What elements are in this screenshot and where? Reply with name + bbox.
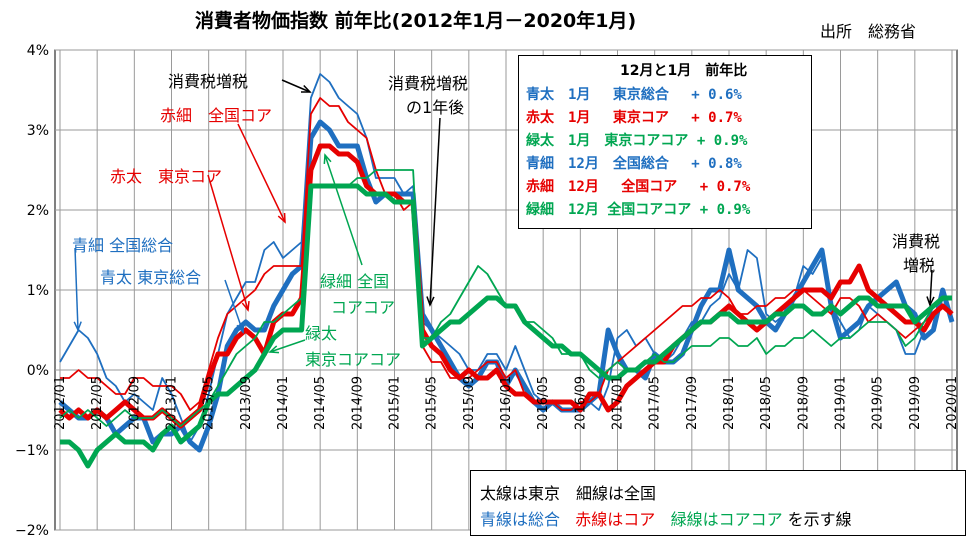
series-line-5 xyxy=(60,183,952,469)
annotation-arrow xyxy=(269,339,306,353)
note-box xyxy=(470,470,966,536)
annotation-arrowhead xyxy=(277,212,286,224)
x-tick-label: 2016/01 xyxy=(499,376,514,430)
label-green-thick-1: 緑太 xyxy=(305,324,338,343)
label-green-thin-1: 緑細 全国 xyxy=(320,272,390,291)
annotation-arrowhead xyxy=(926,296,935,307)
x-tick-label: 2019/01 xyxy=(834,376,849,430)
y-tick-label: 0% xyxy=(27,363,49,379)
legend-title: 12月と1月 前年比 xyxy=(620,63,748,79)
x-tick-label: 2013/05 xyxy=(202,376,217,430)
annotation-year-after-1: 消費税増税 xyxy=(388,74,469,93)
annotation-arrow xyxy=(429,117,441,306)
annotation-arrow xyxy=(929,269,933,306)
chart-title: 消費者物価指数 前年比(2012年1月－2020年1月) xyxy=(195,10,637,32)
x-tick-label: 2016/05 xyxy=(536,376,551,430)
legend-row: 赤細 12月 全国コア + 0.7% xyxy=(526,179,751,195)
annotation-arrow xyxy=(74,247,79,331)
annotation-2019-tax-1: 消費税 xyxy=(892,232,941,251)
x-tick-label: 2014/05 xyxy=(313,376,328,430)
annotation-arrow xyxy=(237,123,286,223)
x-tick-label: 2015/09 xyxy=(462,376,477,430)
x-tick-label: 2018/09 xyxy=(796,376,811,430)
annotation-2019-tax-2: 増税 xyxy=(903,256,936,275)
note-tail: を示す線 xyxy=(787,510,852,529)
annotation-arrowhead xyxy=(241,300,250,312)
annotation-arrow xyxy=(324,154,363,266)
legend-row: 青細 12月 全国総合 + 0.8% xyxy=(526,156,742,172)
legend-row: 緑太 1月 東京コアコア + 0.9% xyxy=(526,133,748,149)
source-label: 出所 総務省 xyxy=(820,22,917,41)
y-tick-label: 4% xyxy=(27,43,49,59)
x-tick-label: 2017/05 xyxy=(648,376,663,430)
annotation-arrow xyxy=(281,79,311,93)
x-tick-label: 2018/05 xyxy=(759,376,774,430)
x-tick-label: 2013/09 xyxy=(239,376,254,430)
x-axis-ticks: 2012/01 2012/05 2012/09 2013/01 2013/05 2013/… xyxy=(53,376,960,430)
note-red: 赤線はコア xyxy=(575,510,656,529)
x-tick-label: 2016/09 xyxy=(573,376,588,430)
series-lines xyxy=(58,73,955,469)
annotation-arrowhead xyxy=(268,345,280,354)
y-tick-label: 3% xyxy=(27,123,49,139)
note-line-1: 太線は東京 細線は全国 xyxy=(480,484,657,503)
annotation-arrowhead xyxy=(323,153,332,165)
y-tick-label: −1% xyxy=(15,443,49,459)
x-tick-label: 2019/05 xyxy=(871,376,886,430)
x-tick-label: 2015/01 xyxy=(388,376,403,430)
y-tick-label: −2% xyxy=(15,523,49,539)
legend-row: 青太 1月 東京総合 + 0.6% xyxy=(526,87,742,103)
note-blue: 青線は総合 xyxy=(480,510,561,529)
x-tick-label: 2014/01 xyxy=(276,376,291,430)
x-tick-label: 2018/01 xyxy=(722,376,737,430)
label-green-thick-2: 東京コアコア xyxy=(305,350,402,369)
note-green: 緑線はコアコア xyxy=(670,510,783,529)
series-line-0 xyxy=(59,73,953,443)
annotation-tax-hike: 消費税増税 xyxy=(168,72,249,91)
annotation-arrow xyxy=(207,174,249,311)
annotation-arrowhead xyxy=(426,296,435,307)
x-tick-label: 2015/05 xyxy=(425,376,440,430)
x-tick-label: 2013/01 xyxy=(165,376,180,430)
y-axis-ticks: 4% 3% 2% 1% 0% −1% −2% xyxy=(15,43,49,539)
label-red-thin: 赤細 全国コア xyxy=(160,106,273,125)
x-tick-label: 2012/05 xyxy=(90,376,105,430)
x-tick-label: 2019/09 xyxy=(908,376,923,430)
x-tick-label: 2014/09 xyxy=(350,376,365,430)
annotation-arrowhead xyxy=(73,321,82,332)
annotation-arrow xyxy=(224,279,244,333)
x-tick-label: 2020/01 xyxy=(945,376,960,430)
legend-box xyxy=(518,55,812,229)
series-line-3 xyxy=(58,143,954,429)
note-line-2: 青線は総合 赤線はコア 緑線はコアコア を示す線 xyxy=(480,506,852,530)
y-tick-label: 2% xyxy=(27,203,49,219)
label-blue-thin: 青細 全国総合 xyxy=(72,236,174,255)
x-tick-label: 2012/01 xyxy=(53,376,68,430)
annotation-year-after-2: の1年後 xyxy=(406,98,465,117)
label-green-thin-2: コアコア xyxy=(331,298,396,317)
legend-row: 赤太 1月 東京コア + 0.7% xyxy=(526,110,742,126)
annotation-arrowhead xyxy=(236,322,245,334)
label-blue-thick: 青太 東京総合 xyxy=(100,268,202,287)
annotation-arrows xyxy=(73,79,935,354)
x-tick-label: 2017/09 xyxy=(685,376,700,430)
annotation-arrowhead xyxy=(300,84,312,93)
label-red-thick: 赤太 東京コア xyxy=(110,167,223,186)
x-tick-label: 2012/09 xyxy=(127,376,142,430)
y-tick-label: 1% xyxy=(27,283,49,299)
x-tick-label: 2017/01 xyxy=(611,376,626,430)
legend-row: 緑細 12月 全国コアコア + 0.9% xyxy=(526,202,751,218)
